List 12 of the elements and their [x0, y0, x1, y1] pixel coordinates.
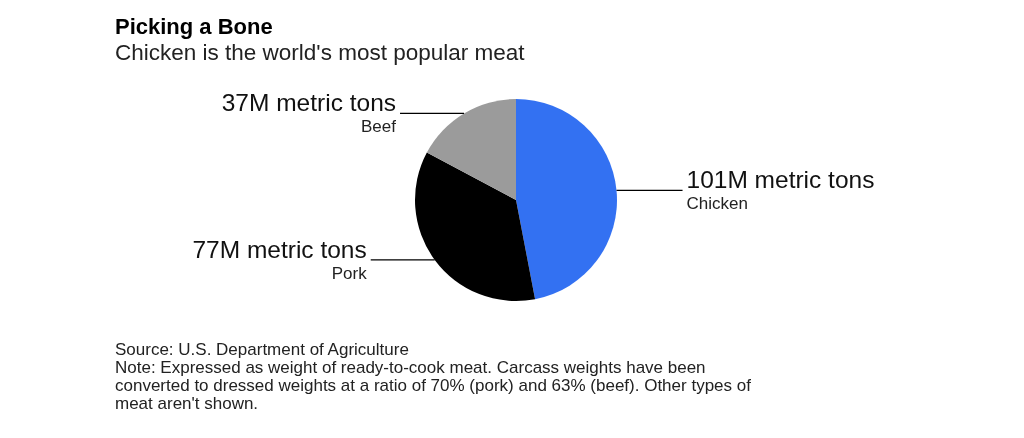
slice-label: Pork [331, 263, 368, 283]
slice-label: Beef [361, 117, 397, 137]
chart-subtitle: Chicken is the world's most popular meat [115, 40, 526, 65]
text: Note: Expressed as weight of ready-to-cook meat. Carcass weights have been converted to dressed weights at a ratio of 70% (pork) and 63% (beef). Other types of meat aren't shown. [115, 358, 752, 413]
data-label: 37M metric tons [221, 89, 397, 117]
source-note: Source: U.S. Department of Agriculture [115, 340, 409, 359]
data-label: 101M metric tons [686, 166, 875, 194]
pie-slice [516, 99, 617, 300]
slice-label: Chicken [686, 194, 748, 214]
pie-slice [426, 99, 516, 200]
data-label: 77M metric tons [192, 235, 367, 263]
chart-title: Picking a Bone [115, 14, 273, 39]
